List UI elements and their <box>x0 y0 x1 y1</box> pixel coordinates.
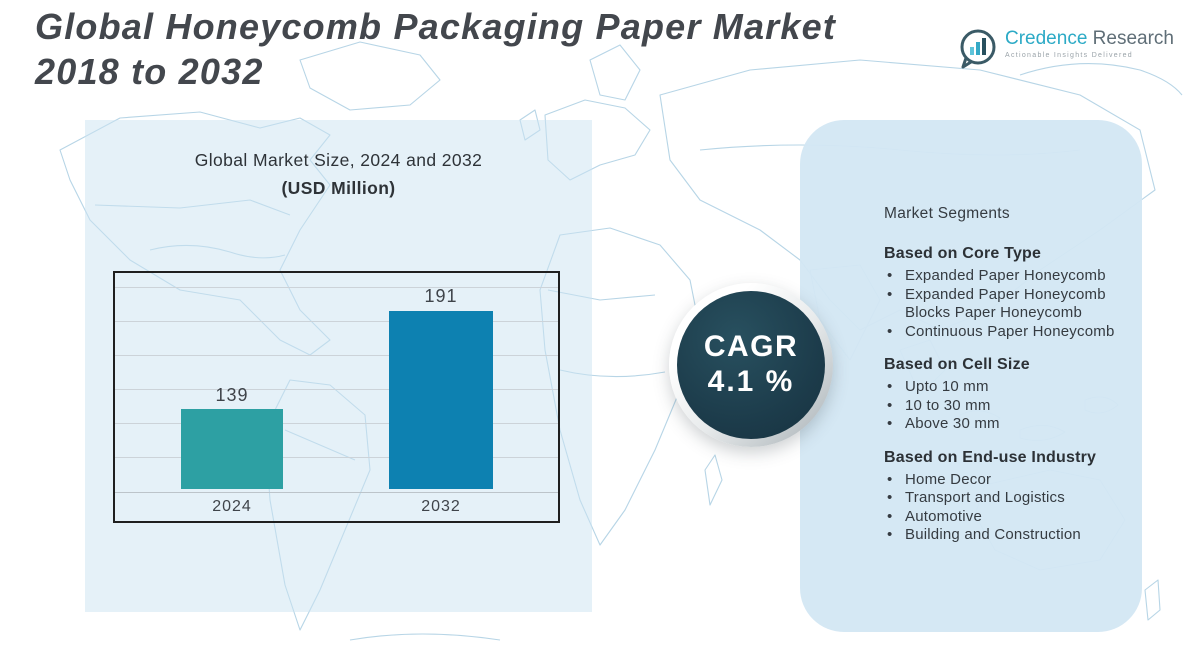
brand-logo-text: Credence Research Actionable Insights De… <box>1005 28 1174 59</box>
bar-2024 <box>181 409 283 489</box>
gridline <box>115 355 558 356</box>
page-title-line2: 2018 to 2032 <box>35 51 264 92</box>
x-axis-label-2024: 2024 <box>212 498 252 515</box>
segment-item: Continuous Paper Honeycomb <box>884 323 1129 342</box>
segment-list-end-use: Home Decor Transport and Logistics Autom… <box>884 471 1129 545</box>
cagr-value: 4.1 % <box>707 365 795 398</box>
segment-item: Above 30 mm <box>884 415 1129 434</box>
segment-item: 10 to 30 mm <box>884 397 1129 416</box>
chart-title: Global Market Size, 2024 and 2032 <box>194 150 483 170</box>
brand-logo: Credence Research Actionable Insights De… <box>958 28 1174 70</box>
segment-section-title-core-type: Based on Core Type <box>884 245 1042 262</box>
gridline <box>115 423 558 424</box>
gridline <box>115 321 558 322</box>
x-axis-line <box>115 492 558 493</box>
gridline <box>115 287 558 288</box>
bar-chart: 139 191 2024 2032 <box>113 271 560 523</box>
segment-section-title-cell-size: Based on Cell Size <box>884 356 1030 373</box>
segment-section-title-end-use: Based on End-use Industry <box>884 448 1097 466</box>
page-title: Global Honeycomb Packaging Paper Market … <box>35 4 836 94</box>
segment-list-core-type: Expanded Paper Honeycomb Expanded Paper … <box>884 267 1129 341</box>
brand-name-secondary: Research <box>1087 28 1174 49</box>
gridline <box>115 389 558 390</box>
segment-item: Automotive <box>884 508 1129 527</box>
segments-content: Market Segments Based on Core Type Expan… <box>884 205 1129 545</box>
gridline <box>115 457 558 458</box>
cagr-label: CAGR <box>703 330 799 363</box>
segment-item: Transport and Logistics <box>884 489 1129 508</box>
segments-heading: Market Segments <box>884 205 1010 222</box>
bar-value-label-2032: 191 <box>424 286 458 306</box>
segment-item: Expanded Paper Honeycomb <box>884 267 1129 286</box>
brand-tagline: Actionable Insights Delivered <box>1005 52 1133 59</box>
x-axis-label-2032: 2032 <box>421 498 461 515</box>
bar-2032 <box>389 311 493 489</box>
segment-list-cell-size: Upto 10 mm 10 to 30 mm Above 30 mm <box>884 378 1129 434</box>
segment-item: Home Decor <box>884 471 1129 490</box>
segment-item: Upto 10 mm <box>884 378 1129 397</box>
brand-name-primary: Credence <box>1005 28 1088 49</box>
bar-value-label-2024: 139 <box>215 385 249 405</box>
segment-item: Expanded Paper Honeycomb Blocks Paper Ho… <box>884 286 1129 323</box>
brand-name: Credence Research <box>1005 28 1174 50</box>
chart-heading: Global Market Size, 2024 and 2032 (USD M… <box>85 150 592 199</box>
segment-item: Building and Construction <box>884 526 1129 545</box>
chart-subtitle: (USD Million) <box>281 178 396 198</box>
chart-panel: Global Market Size, 2024 and 2032 (USD M… <box>85 120 592 612</box>
page-title-line1: Global Honeycomb Packaging Paper Market <box>35 6 837 47</box>
bar-chart-bubble-icon <box>958 28 998 70</box>
cagr-badge: CAGR 4.1 % <box>669 283 833 447</box>
cagr-badge-circle: CAGR 4.1 % <box>677 291 825 439</box>
segments-panel: Market Segments Based on Core Type Expan… <box>800 120 1142 632</box>
